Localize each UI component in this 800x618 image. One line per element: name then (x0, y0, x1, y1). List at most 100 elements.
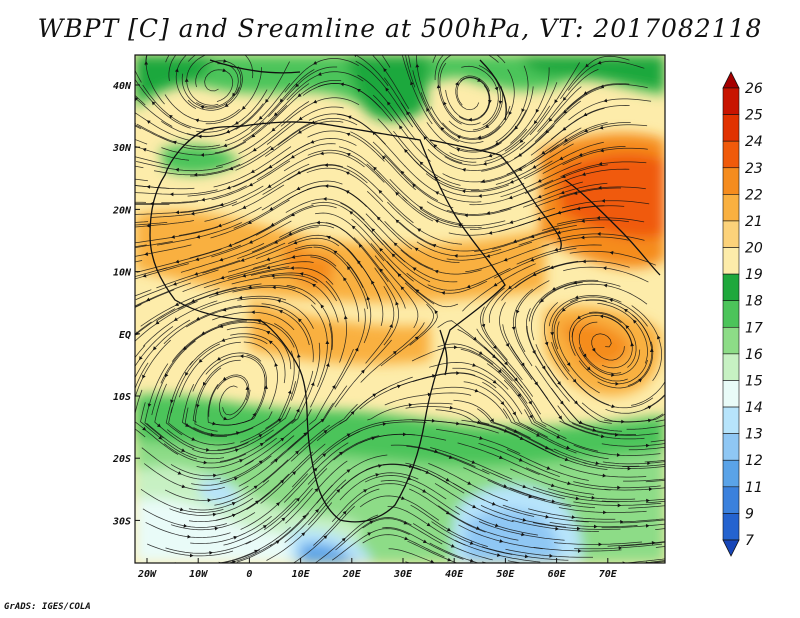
streamline-arrow (575, 496, 580, 501)
streamline (325, 280, 347, 363)
streamline (188, 55, 254, 79)
streamline (135, 156, 170, 166)
streamline (476, 408, 554, 451)
streamline-arrow (600, 148, 604, 153)
streamline (505, 427, 587, 464)
streamline-arrow (700, 541, 704, 545)
streamline (558, 186, 646, 198)
streamline (438, 505, 519, 541)
streamline (486, 363, 547, 427)
streamline-arrow (456, 371, 460, 376)
streamline-arrow (550, 332, 555, 336)
streamline-arrow (536, 433, 541, 437)
streamline-arrow (541, 150, 546, 155)
streamline-arrow (274, 240, 279, 244)
streamline-arrow (574, 295, 579, 300)
streamline-arrow (275, 502, 280, 507)
streamline (575, 518, 664, 523)
streamline (285, 460, 348, 524)
streamline-arrow (366, 296, 371, 301)
streamline-arrow (599, 125, 604, 130)
streamline (411, 346, 494, 365)
streamline-arrow (173, 317, 178, 321)
streamline-arrow (471, 460, 476, 464)
streamline (420, 92, 484, 144)
streamline-arrow (422, 539, 427, 543)
streamline-arrow (524, 554, 529, 559)
streamline (245, 488, 313, 545)
streamline-arrow (202, 381, 207, 386)
streamline (262, 424, 330, 483)
streamline-arrow (298, 116, 303, 121)
streamline-arrow (615, 381, 619, 386)
streamline (310, 256, 360, 322)
streamline (514, 100, 582, 159)
streamline-arrow (434, 269, 439, 274)
coastlines (149, 59, 661, 523)
streamline-arrow (577, 315, 582, 320)
streamline (568, 60, 645, 91)
streamline-arrow (95, 268, 99, 272)
streamline (553, 83, 630, 122)
streamline-arrow (155, 320, 160, 325)
streamline (382, 240, 458, 283)
streamline-arrow (521, 108, 525, 113)
streamline-arrow (540, 298, 545, 303)
streamline-arrow (170, 399, 174, 404)
streamline-arrow (296, 186, 301, 191)
streamline-arrow (101, 129, 105, 133)
streamline-arrow (266, 265, 271, 270)
streamline-arrow (617, 485, 621, 490)
streamline (145, 55, 165, 105)
streamline (313, 246, 368, 309)
colorbar-label: 11 (745, 480, 763, 496)
streamline-arrow (119, 224, 123, 228)
streamline (341, 421, 427, 442)
streamline (307, 130, 385, 162)
colorbar-label: 15 (745, 373, 763, 389)
streamline-arrow (617, 503, 622, 508)
streamline-arrow (339, 451, 343, 456)
streamline (154, 383, 195, 450)
streamline (347, 248, 384, 326)
colorbar-swatch (722, 300, 740, 328)
streamline-arrow (239, 459, 244, 463)
streamline (569, 250, 656, 266)
streamline-arrow (343, 277, 347, 282)
streamline (274, 323, 300, 401)
streamline (430, 447, 513, 480)
streamline (458, 76, 491, 121)
streamline-arrow (579, 570, 583, 574)
streamline-arrow (207, 498, 212, 503)
streamline (522, 182, 608, 208)
streamline (246, 451, 314, 510)
streamline (550, 105, 630, 140)
streamline-arrow (266, 257, 271, 262)
streamline-arrow (371, 280, 375, 285)
streamline-arrow (555, 526, 559, 531)
streamline (357, 74, 416, 141)
streamline (286, 284, 333, 350)
streamline-arrow (537, 194, 542, 199)
streamline (284, 58, 359, 93)
streamline (135, 339, 171, 399)
streamline-arrow (255, 500, 260, 505)
colorbar-label: 21 (745, 214, 763, 230)
streamline (223, 497, 297, 546)
chart-title: WBPT [C] and Sreamline at 500hPa, VT: 20… (37, 14, 763, 43)
streamline-arrow (404, 536, 409, 541)
streamline (449, 128, 528, 160)
streamline-arrow (331, 384, 336, 389)
streamline (621, 519, 665, 524)
streamline (175, 55, 197, 110)
colorbar-swatch (722, 380, 740, 408)
streamline (235, 61, 290, 130)
streamline (156, 259, 241, 289)
streamline (511, 519, 599, 532)
streamline (601, 443, 665, 447)
streamline-arrow (618, 546, 623, 550)
streamline-arrow (231, 502, 236, 506)
streamline (372, 141, 439, 202)
streamline (645, 562, 647, 563)
streamline (505, 548, 594, 558)
